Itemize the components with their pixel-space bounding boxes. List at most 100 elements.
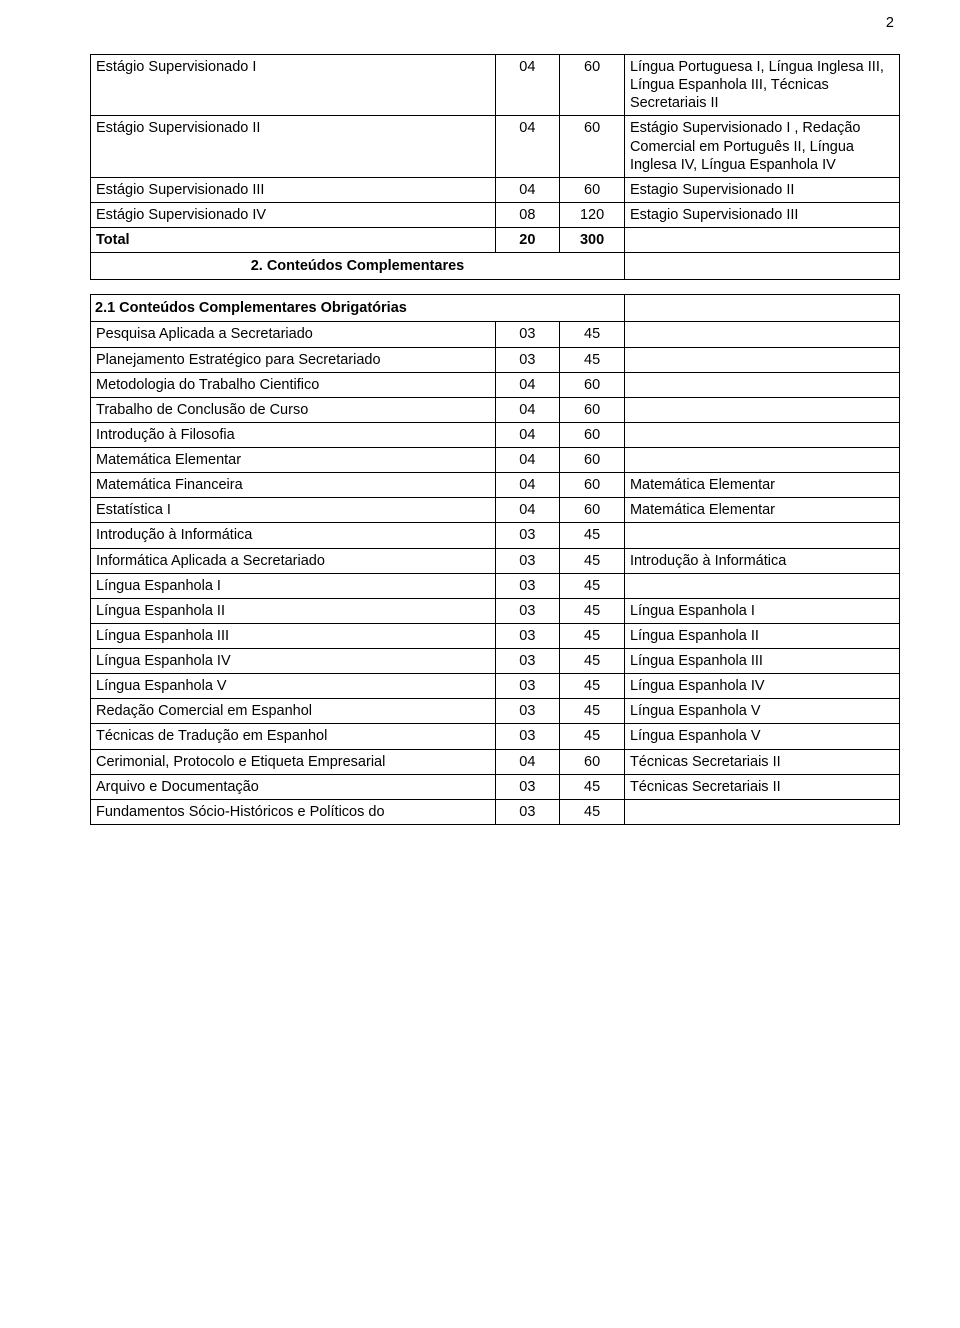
section-2-blank [624,253,899,280]
cell-credits: 03 [495,623,560,648]
cell-notes: Técnicas Secretariais II [624,749,899,774]
table-row: Língua Espanhola I0345 [91,573,900,598]
cell-hours: 45 [560,774,625,799]
cell-label: Introdução à Informática [91,523,496,548]
table-row: Língua Espanhola II0345Língua Espanhola … [91,598,900,623]
cell-hours: 45 [560,799,625,824]
cell-credits: 04 [495,177,560,202]
cell-credits: 04 [495,448,560,473]
cell-credits: 20 [495,228,560,253]
table-row: Estatística I0460Matemática Elementar [91,498,900,523]
cell-label: Cerimonial, Protocolo e Etiqueta Empresa… [91,749,496,774]
cell-hours: 60 [560,55,625,116]
cell-hours: 45 [560,598,625,623]
cell-label: Língua Espanhola V [91,674,496,699]
cell-hours: 45 [560,322,625,347]
cell-notes [624,448,899,473]
cell-label: Língua Espanhola IV [91,649,496,674]
cell-credits: 03 [495,799,560,824]
cell-notes: Língua Espanhola V [624,699,899,724]
cell-notes [624,347,899,372]
cell-hours: 45 [560,623,625,648]
cell-label: Matemática Elementar [91,448,496,473]
cell-credits: 04 [495,473,560,498]
cell-hours: 60 [560,422,625,447]
cell-notes: Língua Espanhola V [624,724,899,749]
table-row: Técnicas de Tradução em Espanhol0345Líng… [91,724,900,749]
cell-notes [624,322,899,347]
cell-label: Fundamentos Sócio-Históricos e Políticos… [91,799,496,824]
cell-notes [624,422,899,447]
cell-label: Língua Espanhola III [91,623,496,648]
section-21-title: 2.1 Conteúdos Complementares Obrigatória… [91,295,625,322]
cell-credits: 04 [495,397,560,422]
cell-notes [624,799,899,824]
cell-label: Introdução à Filosofia [91,422,496,447]
cell-hours: 45 [560,347,625,372]
cell-credits: 04 [495,372,560,397]
cell-notes: Língua Espanhola IV [624,674,899,699]
cell-hours: 45 [560,649,625,674]
cell-label: Trabalho de Conclusão de Curso [91,397,496,422]
cell-hours: 60 [560,498,625,523]
cell-credits: 03 [495,598,560,623]
cell-notes: Estágio Supervisionado I , Redação Comer… [624,116,899,177]
cell-credits: 03 [495,649,560,674]
cell-hours: 45 [560,573,625,598]
cell-hours: 60 [560,116,625,177]
page-number: 2 [886,14,894,32]
cell-credits: 03 [495,523,560,548]
cell-credits: 03 [495,322,560,347]
cell-notes: Estagio Supervisionado III [624,202,899,227]
table-row: Língua Espanhola IV0345Língua Espanhola … [91,649,900,674]
cell-label: Planejamento Estratégico para Secretaria… [91,347,496,372]
cell-label: Arquivo e Documentação [91,774,496,799]
cell-hours: 60 [560,473,625,498]
table-row: Língua Espanhola III0345Língua Espanhola… [91,623,900,648]
cell-notes: Matemática Elementar [624,498,899,523]
section-21-header: 2.1 Conteúdos Complementares Obrigatória… [91,295,900,322]
cell-label: Estágio Supervisionado IV [91,202,496,227]
cell-credits: 04 [495,55,560,116]
table-row: Metodologia do Trabalho Cientifico0460 [91,372,900,397]
cell-label: Pesquisa Aplicada a Secretariado [91,322,496,347]
cell-notes [624,573,899,598]
table-row: Introdução à Informática0345 [91,523,900,548]
cell-credits: 04 [495,116,560,177]
table-row: Estágio Supervisionado II0460Estágio Sup… [91,116,900,177]
table-row: Trabalho de Conclusão de Curso0460 [91,397,900,422]
table-row: Matemática Elementar0460 [91,448,900,473]
table-row: Cerimonial, Protocolo e Etiqueta Empresa… [91,749,900,774]
table-row: Fundamentos Sócio-Históricos e Políticos… [91,799,900,824]
cell-hours: 60 [560,372,625,397]
table-2: 2.1 Conteúdos Complementares Obrigatória… [90,294,900,825]
table-row: Planejamento Estratégico para Secretaria… [91,347,900,372]
cell-label: Estágio Supervisionado I [91,55,496,116]
cell-label: Redação Comercial em Espanhol [91,699,496,724]
table-row: Matemática Financeira0460Matemática Elem… [91,473,900,498]
cell-label: Estatística I [91,498,496,523]
cell-credits: 04 [495,749,560,774]
cell-notes: Língua Espanhola I [624,598,899,623]
table-row: Língua Espanhola V0345Língua Espanhola I… [91,674,900,699]
table-row: Estágio Supervisionado IV08120Estagio Su… [91,202,900,227]
cell-credits: 03 [495,347,560,372]
cell-credits: 04 [495,498,560,523]
cell-hours: 45 [560,548,625,573]
table-row: Estágio Supervisionado III0460Estagio Su… [91,177,900,202]
section-21-blank [624,295,899,322]
cell-credits: 03 [495,674,560,699]
table-row: Redação Comercial em Espanhol0345Língua … [91,699,900,724]
cell-credits: 03 [495,573,560,598]
cell-hours: 45 [560,699,625,724]
cell-hours: 120 [560,202,625,227]
cell-hours: 60 [560,177,625,202]
section-2-title: 2. Conteúdos Complementares [91,253,625,280]
cell-notes: Introdução à Informática [624,548,899,573]
cell-hours: 60 [560,448,625,473]
cell-credits: 08 [495,202,560,227]
cell-notes [624,372,899,397]
cell-hours: 45 [560,674,625,699]
cell-label: Estágio Supervisionado III [91,177,496,202]
cell-notes: Estagio Supervisionado II [624,177,899,202]
